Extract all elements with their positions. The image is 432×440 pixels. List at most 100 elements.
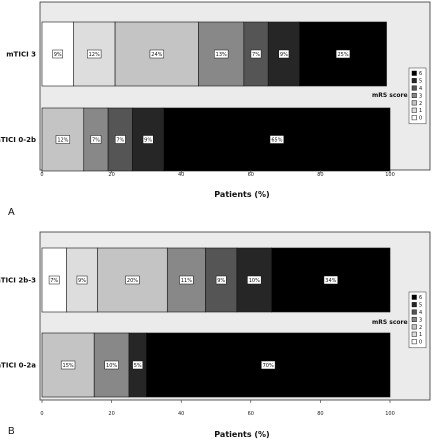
panel-a-legend-entry-5: 5 [419,79,422,85]
panel-a-label-box-0-0 [52,49,64,59]
panel-b-label-box-0-4 [215,275,227,285]
panel-b-data-label-0-4: 9% [217,278,225,284]
panel-a-data-label-1-4: 7% [116,138,124,144]
panel-a-panel-label: A [8,207,15,218]
panel-b-x-axis-title: Patients (%) [214,430,269,439]
panel-b-label-box-1-6 [261,360,276,370]
panel-a-label-box-0-1 [87,49,102,59]
panel-b-data-label-1-5: 5% [134,363,142,369]
panel-a-x-axis-title: Patients (%) [214,190,269,199]
panel-b-legend-swatch-2 [411,324,417,330]
panel-b-label-box-0-6 [323,275,338,285]
panel-b-xtick-label-100: 100 [385,411,395,417]
panel-a-legend-entry-1: 1 [419,108,422,114]
panel-a-data-label-0-4: 7% [252,52,260,58]
panel-a-xtick-label-80: 80 [317,172,323,178]
panel-b-data-label-1-2: 15% [63,363,74,369]
panel-a-legend-swatch-4 [411,85,417,91]
panel-b-data-label-0-5: 10% [249,278,260,284]
panel-b-legend-swatch-3 [411,316,417,322]
panel-a-legend-entry-2: 2 [419,101,422,107]
panel-b-xtick-label-0: 0 [40,411,43,417]
panel-a-data-label-0-1: 12% [89,52,100,58]
panel-a-category-label-0: mTICI 3 [6,51,36,59]
panel-a-label-box-0-5 [278,49,290,59]
panel-b-xtick-label-40: 40 [178,411,184,417]
panel-a-xtick-label-40: 40 [178,172,184,178]
panel-b-legend-swatch-6 [411,294,417,300]
panel-b-label-box-1-3 [104,360,119,370]
panel-b-data-label-0-2: 20% [127,278,138,284]
panel-b-label-box-0-0 [48,275,60,285]
panel-b-legend-entry-5: 5 [419,303,422,309]
panel-a-label-box-1-6 [269,135,285,144]
panel-a-legend-entry-4: 4 [419,86,422,92]
panel-a-legend-box [408,67,427,125]
panel-a-xtick-label-100: 100 [385,172,395,178]
panel-b-legend-entry-0: 0 [419,340,422,346]
panel-b-legend-entry-2: 2 [419,325,422,331]
panel-b-xtick-label-60: 60 [248,411,254,417]
panel-b-legend-entry-1: 1 [419,332,422,338]
panel-a-data-label-0-6: 25% [337,52,348,58]
panel-b-data-label-0-6: 34% [325,278,336,284]
panel-a-legend-swatch-3 [411,92,417,98]
panel-b-label-box-1-5 [132,360,144,370]
panel-b-category-label-1: mTICI 0-2a [0,362,36,370]
panel-a-legend-swatch-0 [411,115,417,121]
panel-b-legend-title: mRS score [372,319,408,326]
panel-b-data-label-0-1: 9% [78,278,86,284]
panel-a-category-label-1: mTICI 0-2b [0,136,36,144]
panel-a-data-label-0-2: 24% [151,52,162,58]
panel-b-data-label-0-0: 7% [50,278,58,284]
panel-a-label-box-1-3 [90,135,102,144]
panel-a-data-label-0-0: 9% [54,52,62,58]
panel-a-xtick-label-0: 0 [40,172,43,178]
panel-a-label-box-0-2 [149,49,164,59]
panel-a-xtick-label-60: 60 [248,172,254,178]
panel-b-legend-swatch-5 [411,302,417,308]
panel-b-legend-swatch-4 [411,309,417,315]
panel-a-legend-swatch-5 [411,78,417,84]
panel-b-category-label-0: mTICI 2b-3 [0,277,36,285]
panel-b-label-box-0-5 [247,275,262,285]
panel-a-data-label-1-5: 9% [144,138,152,144]
panel-b-panel-label: B [8,426,15,437]
panel-a-legend-entry-6: 6 [419,71,422,77]
panel-a-label-box-1-5 [142,135,154,144]
panel-a-legend-swatch-1 [411,107,417,113]
panel-a-data-label-0-5: 9% [280,52,288,58]
panel-a-legend-swatch-6 [411,70,417,76]
panel-b-data-label-1-6: 70% [263,363,274,369]
panel-a-data-label-1-2: 12% [57,138,68,144]
panel-b-label-box-0-2 [125,275,140,285]
panel-b-legend-entry-4: 4 [419,310,422,316]
panel-a-legend-title: mRS score [372,92,408,99]
panel-a-legend-entry-3: 3 [419,93,422,99]
panel-b-data-label-0-3: 11% [181,278,192,284]
panel-a-data-label-1-3: 7% [92,138,100,144]
panel-a-label-box-0-6 [335,49,351,59]
panel-b-label-box-0-3 [179,275,194,285]
panel-b-data-label-1-3: 10% [106,363,117,369]
panel-a-label-box-1-4 [114,135,126,144]
panel-a-bar-1-mrs-5 [132,107,165,172]
panel-b-xtick-label-80: 80 [317,411,323,417]
panel-b-legend-entry-6: 6 [419,295,422,301]
panel-a-label-box-0-4 [250,49,262,59]
panel-a-data-label-1-6: 65% [271,138,282,144]
panel-a-label-box-1-2 [55,135,71,144]
panel-a-legend-entry-0: 0 [419,116,422,122]
panel-b-legend-swatch-0 [411,339,417,345]
panel-a-data-label-0-3: 13% [216,52,227,58]
panel-a-legend-swatch-2 [411,100,417,106]
panel-b-legend-box [408,291,427,349]
panel-b-xtick-label-20: 20 [108,411,114,417]
panel-b-legend-entry-3: 3 [419,317,422,323]
panel-b-label-box-1-2 [60,360,76,370]
panel-a-label-box-0-3 [214,49,229,59]
panel-b-legend-swatch-1 [411,331,417,337]
panel-a-xtick-label-20: 20 [108,172,114,178]
panel-b-label-box-0-1 [76,275,88,285]
